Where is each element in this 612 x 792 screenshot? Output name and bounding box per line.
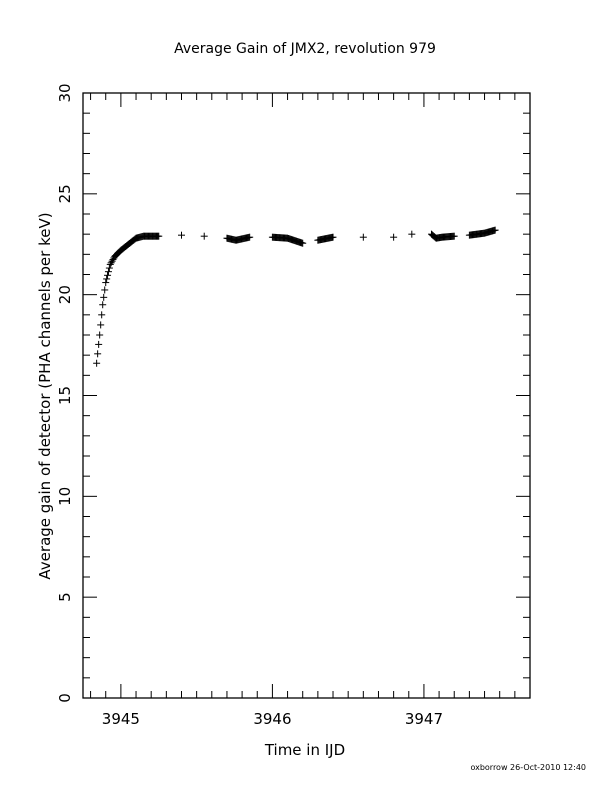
data-point <box>104 268 112 276</box>
data-point <box>99 301 107 309</box>
y-tick-label: 15 <box>56 386 74 405</box>
major-ticks <box>83 92 530 699</box>
data-point <box>103 275 111 283</box>
data-point <box>491 226 499 234</box>
data-point <box>108 257 116 265</box>
data-point <box>177 231 185 239</box>
data-point <box>390 233 398 241</box>
data-point <box>200 232 208 240</box>
x-tick-label: 3946 <box>253 710 291 728</box>
y-tick-label: 25 <box>56 184 74 203</box>
minor-ticks <box>83 93 531 698</box>
data-point <box>102 279 110 287</box>
data-point <box>299 239 307 247</box>
y-tick-label: 5 <box>56 592 74 602</box>
x-tick-label: 3947 <box>405 710 443 728</box>
data-point <box>104 271 112 279</box>
data-point <box>246 233 254 241</box>
data-point <box>359 233 367 241</box>
y-tick-label: 10 <box>56 487 74 506</box>
data-point <box>100 293 108 301</box>
y-tick-label: 20 <box>56 285 74 304</box>
data-point <box>329 233 337 241</box>
y-tick-labels: 0 5 10 15 20 25 30 <box>56 83 74 702</box>
x-tick-label: 3945 <box>102 710 140 728</box>
data-series <box>93 226 499 367</box>
chart-title: Average Gain of JMX2, revolution 979 <box>174 41 436 57</box>
data-point <box>107 259 115 267</box>
x-axis-label: Time in IJD <box>264 741 345 759</box>
data-point <box>106 260 114 268</box>
data-point <box>95 340 103 348</box>
y-axis-label: Average gain of detector (PHA channels p… <box>36 212 54 579</box>
x-tick-labels: 3945 3946 3947 <box>102 710 443 728</box>
data-point <box>105 264 113 272</box>
data-point <box>98 311 106 319</box>
data-point <box>109 256 117 264</box>
data-point <box>450 232 458 240</box>
data-point <box>97 321 105 329</box>
data-point <box>94 350 102 358</box>
data-point <box>155 232 163 240</box>
y-tick-label: 0 <box>56 693 74 703</box>
data-point <box>101 286 109 294</box>
data-point <box>96 331 104 339</box>
plot-frame <box>82 92 531 699</box>
y-tick-label: 30 <box>56 83 74 102</box>
data-point <box>93 359 101 367</box>
data-point <box>408 230 416 238</box>
footer-stamp: oxborrow 26-Oct-2010 12:40 <box>470 763 586 772</box>
